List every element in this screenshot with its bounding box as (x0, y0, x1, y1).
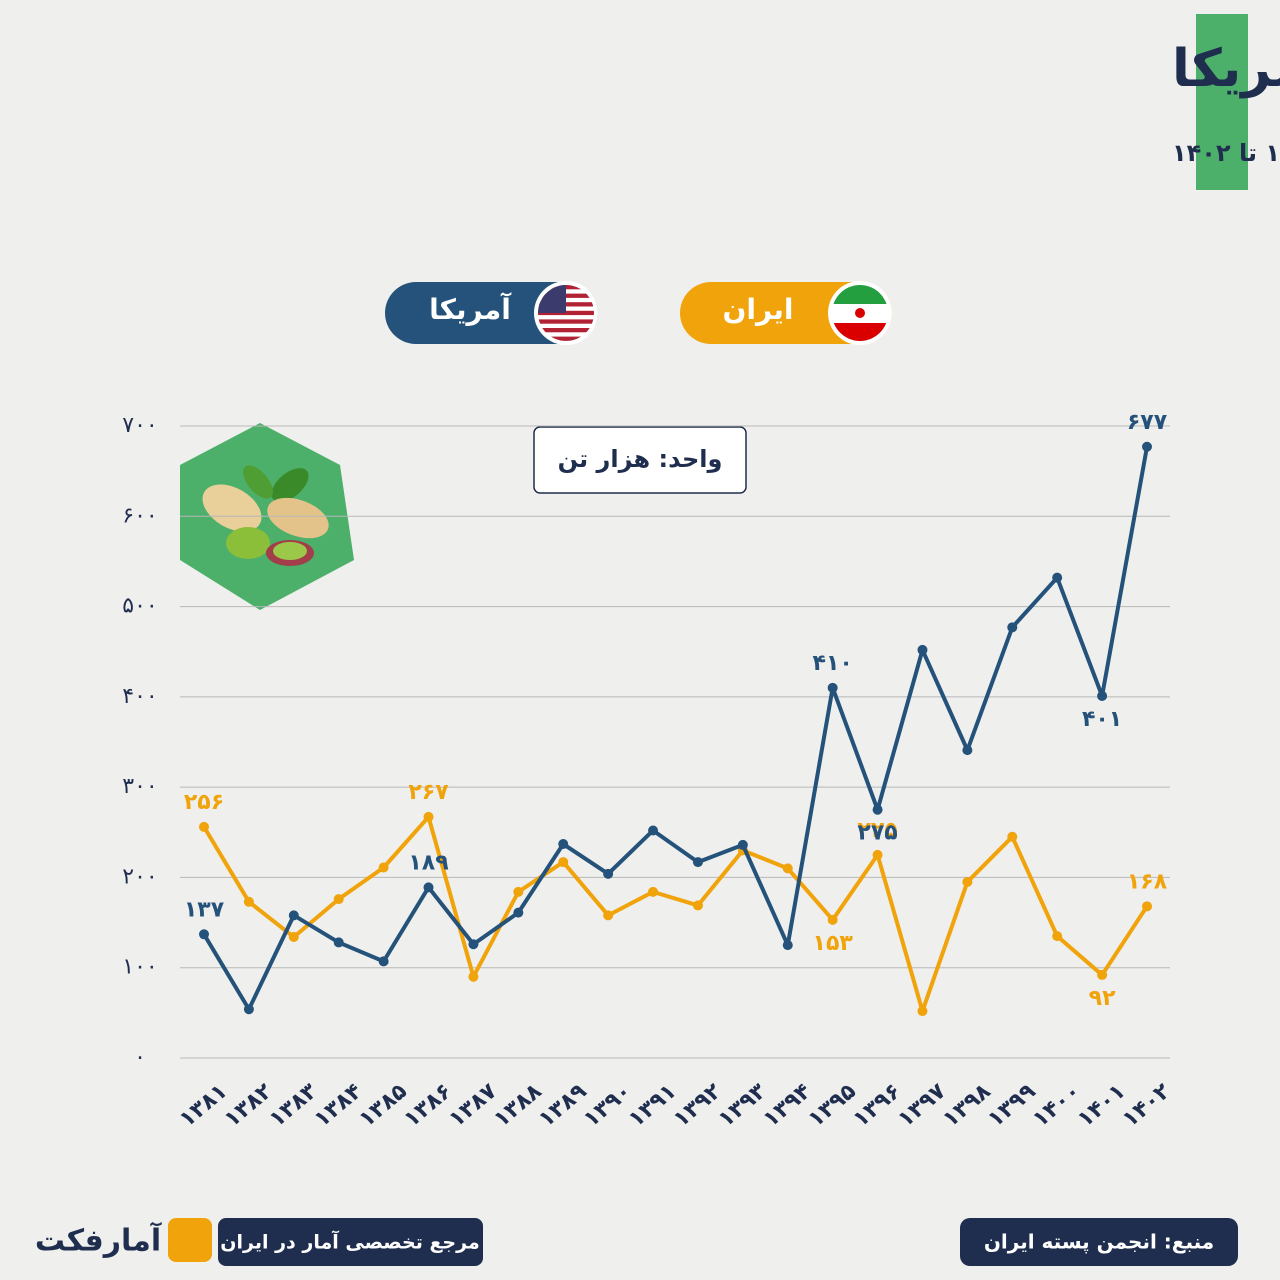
data-label: ۱۸۹ (408, 850, 448, 875)
tagline: مرجع تخصصی آمار در ایران (220, 1230, 479, 1254)
data-point (962, 876, 973, 887)
data-point (199, 821, 209, 832)
data-point (648, 825, 659, 836)
unit-box (533, 426, 747, 494)
data-point (692, 900, 703, 911)
series-line (202, 446, 1149, 1012)
data-point (513, 907, 524, 918)
data-point (603, 910, 614, 921)
legend-label: ایران (722, 293, 793, 326)
data-point (737, 839, 748, 850)
data-point (423, 811, 434, 822)
y-tick-label: ۷۰۰ (122, 413, 157, 438)
chart-title: مقایسه تولید پسته در ایران و آمریکا (1172, 36, 1280, 99)
data-point (1142, 901, 1152, 912)
data-point (1097, 690, 1108, 701)
brand: آمارفکت (35, 1222, 162, 1259)
accent-bar (1196, 14, 1248, 190)
data-label: ۱۳۷ (184, 897, 225, 922)
data-point (333, 894, 344, 905)
data-label: ۱۵۳ (813, 931, 854, 956)
y-tick-label: ۱۰۰ (122, 955, 157, 980)
data-point (558, 857, 569, 868)
data-point (423, 882, 434, 893)
unit-label: واحد: هزار تن (558, 445, 723, 473)
data-label: ۲۷۵ (857, 821, 897, 846)
flag-usa-body (538, 285, 594, 341)
data-point (243, 1004, 254, 1015)
legend-label: آمریکا (429, 292, 512, 326)
data-label: ۲۲۵ (857, 818, 897, 843)
data-point (468, 939, 479, 950)
data-point (917, 644, 928, 655)
data-point (962, 745, 973, 756)
data-point (513, 886, 524, 897)
data-point (872, 849, 883, 860)
data-point (378, 862, 389, 873)
y-tick-label: ۴۰۰ (122, 684, 157, 709)
chart-subtitle: بررسی روند تولید پسته در ایران و آمریکا … (1172, 138, 1280, 167)
data-label: ۴۰۱ (1082, 707, 1122, 732)
y-tick-label: ۲۰۰ (122, 864, 157, 889)
data-label: ۱۶۸ (1127, 869, 1168, 894)
data-point (872, 804, 883, 815)
flag-iran-body (832, 285, 888, 341)
data-point (1007, 831, 1018, 842)
data-point (827, 682, 838, 693)
data-point (199, 929, 209, 940)
data-label: ۶۷۷ (1127, 410, 1168, 435)
data-point (648, 886, 659, 897)
tagline-box (218, 1218, 483, 1266)
data-point (378, 956, 389, 967)
y-tick-label: ۳۰۰ (122, 774, 157, 799)
y-tick-label: ۰ (134, 1045, 146, 1070)
data-point (1007, 622, 1018, 633)
data-point (692, 857, 703, 868)
data-label: ۴۱۰ (813, 651, 853, 676)
data-point (333, 937, 344, 948)
data-point (288, 910, 299, 921)
data-label: ۹۲ (1089, 986, 1116, 1011)
data-point (603, 868, 614, 879)
data-point (468, 971, 479, 982)
data-point (243, 896, 254, 907)
source-box (960, 1218, 1238, 1266)
data-point (1097, 969, 1108, 980)
series-line (202, 814, 1149, 1014)
legend: ایران آمریکا (385, 281, 892, 345)
data-point (558, 839, 569, 850)
data-point (1142, 441, 1152, 452)
data-point (917, 1006, 928, 1017)
data-point (1052, 931, 1063, 942)
source: منبع: انجمن پسته ایران (984, 1230, 1214, 1255)
data-label: ۲۶۷ (408, 780, 449, 805)
y-tick-label: ۵۰۰ (122, 594, 157, 619)
data-point (827, 914, 838, 925)
data-point (782, 863, 793, 874)
data-point (288, 932, 299, 943)
data-point (782, 940, 793, 951)
brand-icon (168, 1218, 212, 1262)
data-label: ۲۵۶ (184, 790, 224, 815)
data-point (1052, 572, 1063, 583)
y-tick-label: ۶۰۰ (122, 503, 157, 528)
